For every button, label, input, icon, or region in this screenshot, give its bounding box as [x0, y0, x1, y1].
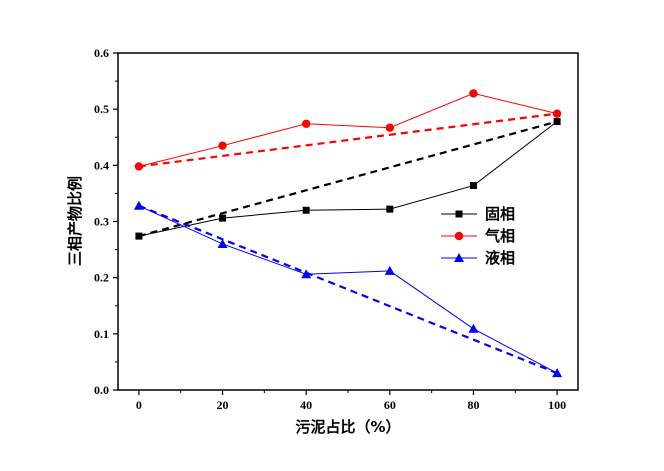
dashed-trend-line	[138, 204, 558, 375]
y-tick-label: 0.2	[94, 271, 109, 285]
legend-label: 固相	[485, 205, 515, 223]
series-line	[138, 121, 558, 237]
reference-lines	[138, 112, 558, 375]
legend-marker	[454, 253, 464, 262]
x-axis: 0 20 40 60 80 100	[136, 390, 566, 412]
data-point	[468, 323, 479, 333]
y-tick-label: 0.4	[94, 158, 109, 172]
x-axis-title: 污泥占比（%）	[295, 418, 400, 436]
data-point	[552, 109, 562, 118]
series-line	[138, 205, 558, 374]
legend-marker	[454, 231, 464, 241]
series-line	[138, 92, 558, 167]
data-point	[302, 206, 310, 214]
y-tick-label: 0.1	[94, 327, 109, 341]
data-point	[386, 205, 394, 213]
data-point	[301, 119, 311, 128]
series-markers	[133, 89, 563, 378]
data-point	[218, 141, 227, 150]
data-point	[219, 214, 227, 222]
data-point	[217, 238, 228, 248]
data-point	[385, 123, 395, 132]
y-axis-title: 三相产物比例	[66, 176, 84, 266]
data-point	[384, 265, 395, 275]
y-axis: 0.0 0.1 0.2 0.3 0.4 0.5 0.6	[94, 46, 118, 397]
legend-marker	[455, 210, 463, 218]
series-lines	[138, 92, 558, 374]
legend-label: 液相	[485, 249, 515, 267]
x-tick-label: 100	[548, 398, 566, 412]
x-tick-label: 0	[136, 398, 142, 412]
data-point	[135, 232, 143, 240]
x-tick-label: 80	[467, 398, 479, 412]
y-tick-label: 0.6	[94, 46, 109, 60]
y-tick-label: 0.0	[94, 383, 109, 397]
x-tick-label: 20	[217, 398, 229, 412]
dashed-trend-line	[138, 120, 558, 238]
dashed-trend-line	[138, 112, 558, 168]
data-point	[134, 162, 144, 171]
data-point	[301, 269, 312, 279]
x-tick-label: 40	[300, 398, 312, 412]
x-tick-label: 60	[384, 398, 396, 412]
data-point	[553, 118, 561, 126]
data-point	[552, 368, 563, 378]
data-point	[133, 200, 144, 210]
legend-label: 气相	[484, 227, 515, 245]
data-point	[469, 89, 478, 98]
y-tick-label: 0.3	[94, 215, 109, 229]
y-tick-label: 0.5	[94, 102, 109, 116]
data-point	[469, 182, 477, 190]
